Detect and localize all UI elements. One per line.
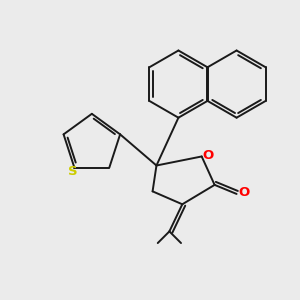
Text: O: O	[202, 149, 214, 162]
Text: O: O	[239, 186, 250, 199]
Text: S: S	[68, 165, 78, 178]
